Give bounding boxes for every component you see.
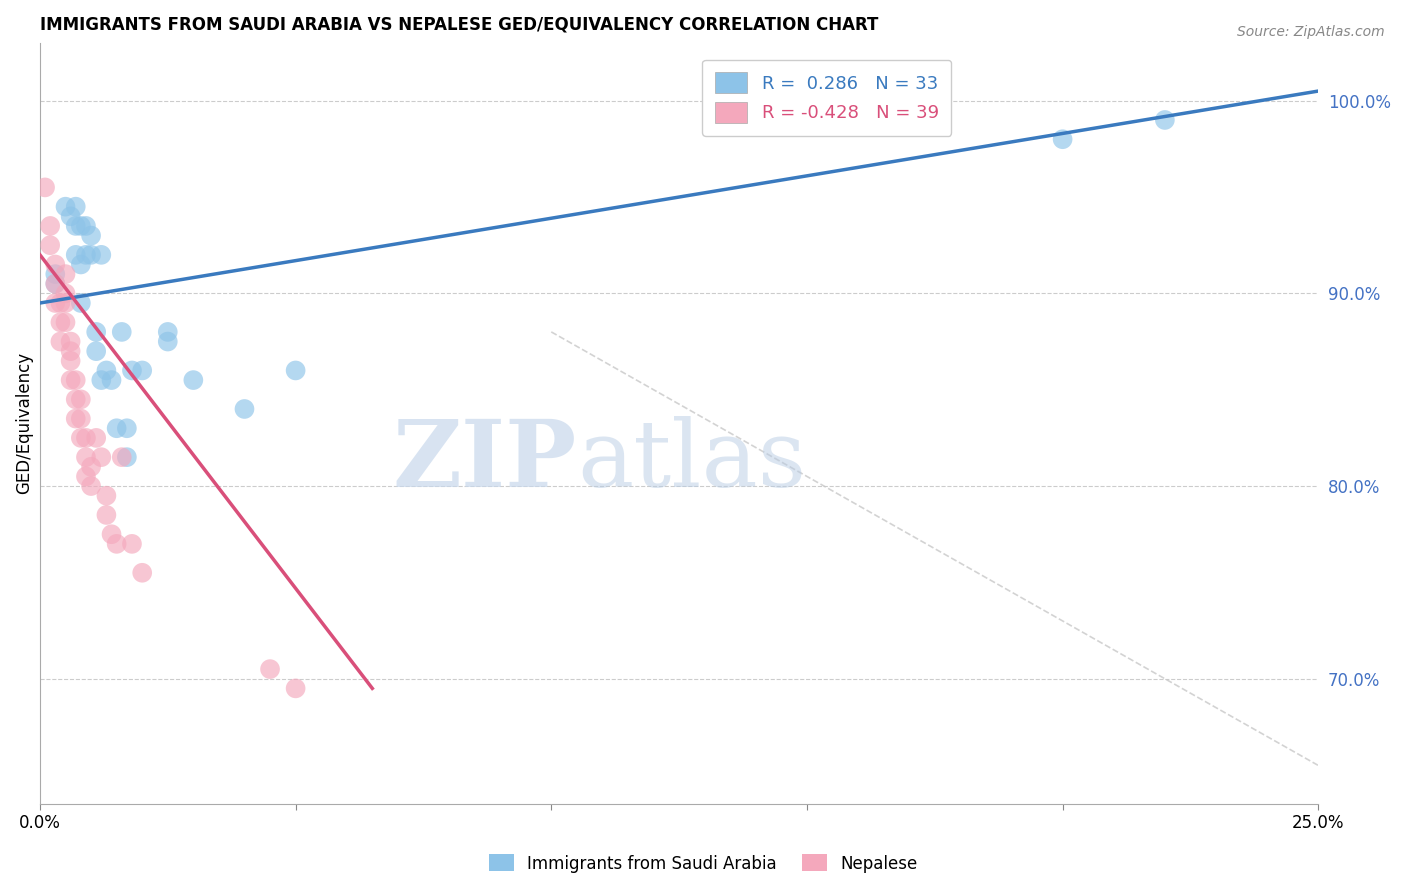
Point bbox=[49, 296, 72, 310]
Point bbox=[65, 392, 87, 407]
Point bbox=[70, 257, 93, 271]
Legend: Immigrants from Saudi Arabia, Nepalese: Immigrants from Saudi Arabia, Nepalese bbox=[482, 847, 924, 880]
Point bbox=[96, 508, 118, 522]
Point bbox=[156, 334, 179, 349]
Point bbox=[233, 402, 256, 417]
Point bbox=[70, 219, 93, 233]
Point bbox=[55, 315, 77, 329]
Point bbox=[121, 537, 143, 551]
Point bbox=[55, 296, 77, 310]
Point bbox=[70, 296, 93, 310]
Point bbox=[55, 267, 77, 281]
Point bbox=[65, 411, 87, 425]
Point bbox=[75, 431, 97, 445]
Point bbox=[183, 373, 205, 387]
Point bbox=[59, 373, 82, 387]
Point bbox=[55, 200, 77, 214]
Point bbox=[105, 537, 128, 551]
Point bbox=[70, 411, 93, 425]
Point bbox=[84, 344, 107, 359]
Point bbox=[44, 267, 66, 281]
Text: atlas: atlas bbox=[576, 417, 806, 507]
Point bbox=[111, 325, 134, 339]
Point bbox=[65, 248, 87, 262]
Point bbox=[105, 421, 128, 435]
Point bbox=[70, 392, 93, 407]
Point bbox=[131, 566, 153, 580]
Point bbox=[80, 228, 103, 243]
Point bbox=[75, 450, 97, 465]
Point bbox=[284, 681, 307, 696]
Point bbox=[39, 219, 62, 233]
Point bbox=[34, 180, 56, 194]
Point bbox=[1052, 132, 1074, 146]
Point bbox=[115, 421, 138, 435]
Text: Source: ZipAtlas.com: Source: ZipAtlas.com bbox=[1237, 25, 1385, 39]
Point bbox=[59, 344, 82, 359]
Point bbox=[121, 363, 143, 377]
Point bbox=[100, 527, 122, 541]
Point bbox=[115, 450, 138, 465]
Point bbox=[284, 363, 307, 377]
Point bbox=[44, 277, 66, 291]
Text: ZIP: ZIP bbox=[392, 417, 576, 507]
Point bbox=[80, 459, 103, 474]
Point bbox=[59, 334, 82, 349]
Point bbox=[70, 431, 93, 445]
Point bbox=[96, 489, 118, 503]
Point bbox=[44, 257, 66, 271]
Point bbox=[49, 315, 72, 329]
Point bbox=[100, 373, 122, 387]
Point bbox=[65, 200, 87, 214]
Point bbox=[131, 363, 153, 377]
Point bbox=[90, 450, 112, 465]
Point bbox=[90, 248, 112, 262]
Point bbox=[75, 219, 97, 233]
Point bbox=[111, 450, 134, 465]
Point bbox=[59, 209, 82, 223]
Point bbox=[1154, 112, 1177, 127]
Point bbox=[75, 469, 97, 483]
Point bbox=[90, 373, 112, 387]
Point bbox=[80, 248, 103, 262]
Point bbox=[55, 286, 77, 301]
Point bbox=[49, 334, 72, 349]
Point bbox=[84, 431, 107, 445]
Point bbox=[65, 219, 87, 233]
Point bbox=[65, 373, 87, 387]
Legend: R =  0.286   N = 33, R = -0.428   N = 39: R = 0.286 N = 33, R = -0.428 N = 39 bbox=[702, 60, 952, 136]
Point bbox=[96, 363, 118, 377]
Point bbox=[44, 296, 66, 310]
Point bbox=[44, 277, 66, 291]
Text: IMMIGRANTS FROM SAUDI ARABIA VS NEPALESE GED/EQUIVALENCY CORRELATION CHART: IMMIGRANTS FROM SAUDI ARABIA VS NEPALESE… bbox=[39, 15, 879, 33]
Point bbox=[84, 325, 107, 339]
Point bbox=[59, 354, 82, 368]
Point bbox=[259, 662, 281, 676]
Point bbox=[75, 248, 97, 262]
Point bbox=[39, 238, 62, 252]
Point bbox=[156, 325, 179, 339]
Point bbox=[80, 479, 103, 493]
Y-axis label: GED/Equivalency: GED/Equivalency bbox=[15, 352, 32, 494]
